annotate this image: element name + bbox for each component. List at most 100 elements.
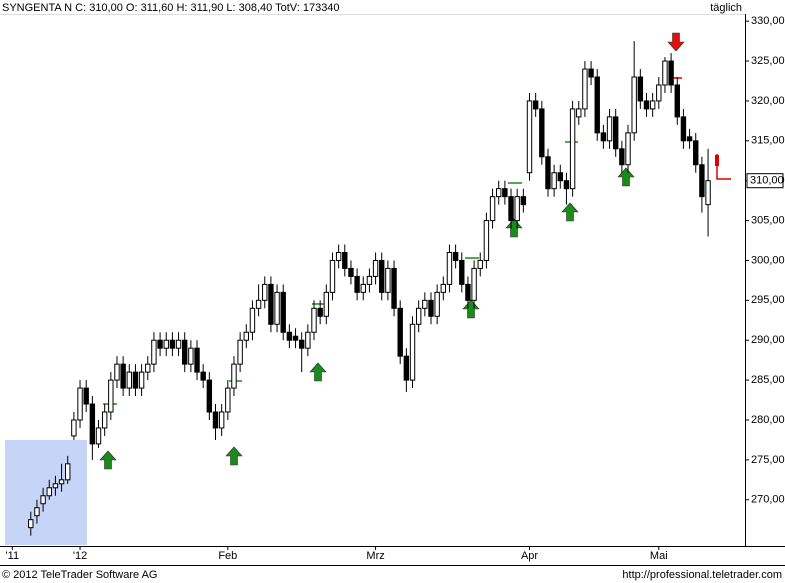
candle-body <box>108 379 114 413</box>
candle-body <box>674 84 680 118</box>
candle-body <box>77 387 83 421</box>
candle-body <box>545 156 551 190</box>
candle-body <box>34 507 40 517</box>
footer-right: http://professional.teletrader.com <box>622 569 782 581</box>
candle-body <box>582 68 588 110</box>
candle-body <box>360 283 366 293</box>
candle-body <box>526 100 533 174</box>
candle-body <box>551 172 557 190</box>
candle-body <box>305 331 311 349</box>
candle-body <box>83 387 89 405</box>
candle-body <box>502 188 508 198</box>
candle-body <box>415 307 422 325</box>
candle-body <box>212 411 219 429</box>
y-tick-label: 295,00 <box>751 294 785 306</box>
y-tick-label: 300,00 <box>751 254 785 266</box>
candle-body <box>440 283 447 293</box>
signal-arrow <box>225 446 243 466</box>
candle-body <box>477 259 483 269</box>
candle-body <box>452 251 459 261</box>
y-tick-label: 280,00 <box>751 414 785 426</box>
signal-arrows <box>99 32 685 470</box>
y-tick-label: 305,00 <box>751 214 785 226</box>
candle-body <box>89 403 96 445</box>
candle-body <box>508 196 514 222</box>
candle-body <box>557 172 563 182</box>
candle-body <box>182 339 188 365</box>
candle-body <box>237 339 243 365</box>
candle-body <box>348 267 354 277</box>
candle-body <box>225 387 231 413</box>
candle-body <box>286 331 293 341</box>
candle-body <box>446 251 453 285</box>
candle-body <box>532 100 539 110</box>
candle-body <box>520 196 527 206</box>
y-tick-label: 315,00 <box>751 135 785 147</box>
signal-arrow <box>561 202 579 222</box>
candle-body <box>52 483 59 489</box>
y-tick-label: 285,00 <box>751 374 785 386</box>
candle-body <box>656 84 662 102</box>
candle-body <box>280 291 286 333</box>
candle-body <box>71 419 77 437</box>
candle-body <box>335 251 342 261</box>
candle-body <box>606 116 613 142</box>
candle-body <box>705 180 711 206</box>
candle-body <box>114 363 120 381</box>
y-tick-label: 330,00 <box>751 15 785 27</box>
candle-body <box>120 363 126 389</box>
candle-body <box>28 519 34 529</box>
y-tick-label: 270,00 <box>751 494 785 506</box>
x-tick-label: '11 <box>6 550 20 562</box>
candle-body <box>101 411 108 429</box>
candle-body <box>588 68 594 78</box>
y-tick-label: 275,00 <box>751 454 785 466</box>
candle-body <box>619 148 625 166</box>
candle-body <box>46 487 52 497</box>
candle-body <box>317 307 323 317</box>
candle-body <box>298 339 305 349</box>
candle-body <box>409 323 416 381</box>
candle-body <box>138 371 145 389</box>
signal-arrow <box>505 218 523 238</box>
candle-body <box>194 347 200 373</box>
candle-body <box>163 339 169 349</box>
x-tick-label: Feb <box>218 550 237 562</box>
candle-body <box>563 180 570 190</box>
candle-body <box>428 299 434 317</box>
y-tick-label: 290,00 <box>751 334 785 346</box>
candle-body <box>631 76 637 134</box>
candle-body <box>255 299 262 309</box>
candle-body <box>268 283 274 325</box>
candle-body <box>243 331 249 341</box>
candle-body <box>379 259 385 293</box>
candle-body <box>329 259 336 293</box>
candle-body <box>569 108 576 190</box>
candle-body <box>249 307 256 333</box>
candle-body <box>188 347 194 365</box>
candle-body <box>354 275 360 293</box>
candle-body <box>169 339 176 349</box>
candle-body <box>668 60 674 86</box>
candle-body <box>126 371 132 389</box>
candle-body <box>662 60 668 86</box>
candle-body <box>175 339 182 349</box>
candle-body <box>206 379 213 413</box>
candle-body <box>699 164 705 198</box>
candle-body <box>95 427 102 445</box>
candle-body <box>459 259 465 285</box>
signal-arrow <box>99 450 117 470</box>
candle-body <box>649 100 656 110</box>
candle-body <box>594 76 600 134</box>
signal-arrow <box>462 299 480 319</box>
candle-body <box>434 291 440 317</box>
candle-body <box>274 291 280 325</box>
candle-body <box>514 196 520 222</box>
signal-arrow <box>667 32 685 52</box>
x-tick-label: Mrz <box>366 550 384 562</box>
candle-body <box>385 267 391 293</box>
candle-body <box>372 259 379 277</box>
candle-body <box>132 371 139 389</box>
candle-body <box>366 275 373 285</box>
candle-body <box>539 108 545 158</box>
